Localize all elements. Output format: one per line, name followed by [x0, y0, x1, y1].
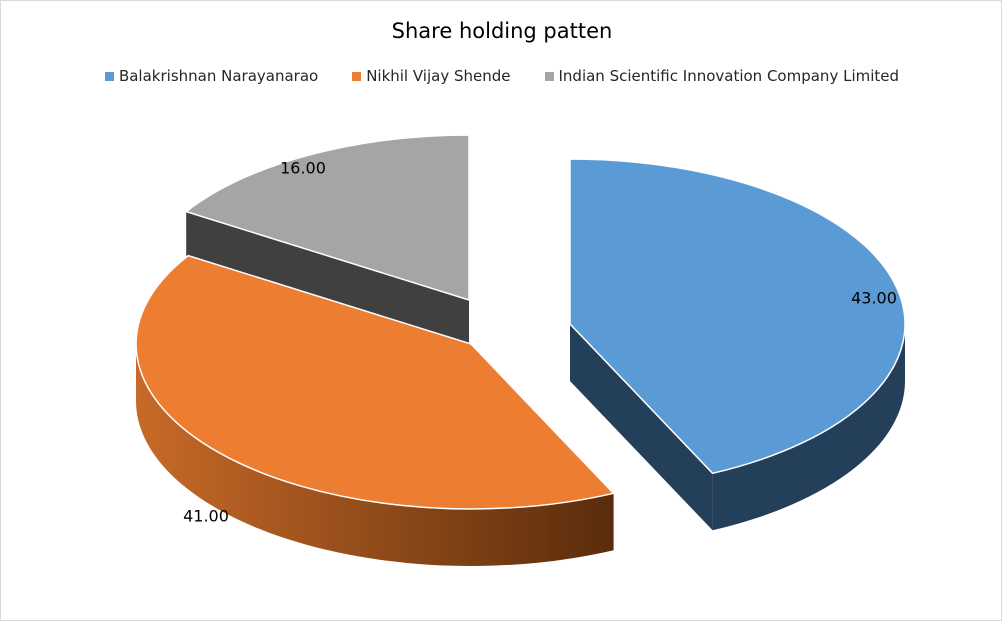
pie-slice-indian-scientific-top [185, 134, 470, 301]
data-label-indian-scientific: 16.00 [280, 159, 326, 178]
pie-slice-nikhil [135, 254, 615, 566]
legend-swatch-indian-scientific [544, 71, 554, 81]
pie-slice-nikhil-side [136, 344, 614, 566]
legend: Balakrishnan Narayanarao Nikhil Vijay Sh… [1, 67, 1002, 85]
data-label-nikhil: 41.00 [183, 507, 229, 526]
legend-swatch-nikhil [352, 71, 362, 81]
legend-item-indian-scientific: Indian Scientific Innovation Company Lim… [544, 67, 900, 85]
legend-label-balakrishnan: Balakrishnan Narayanarao [118, 67, 319, 85]
legend-item-nikhil: Nikhil Vijay Shende [352, 67, 511, 85]
legend-item-balakrishnan: Balakrishnan Narayanarao [104, 67, 319, 85]
pie-slice-balakrishnan [569, 158, 906, 531]
legend-label-nikhil: Nikhil Vijay Shende [366, 67, 511, 85]
legend-label-indian-scientific: Indian Scientific Innovation Company Lim… [558, 67, 900, 85]
chart-title: Share holding patten [391, 19, 613, 43]
pie-slice-balakrishnan-wall [570, 324, 713, 531]
pie-slice-balakrishnan-top [569, 158, 906, 475]
pie-slice-nikhil-top [135, 254, 615, 510]
data-label-balakrishnan: 43.00 [851, 289, 897, 308]
legend-swatch-balakrishnan [104, 71, 114, 81]
pie-slice-balakrishnan-side [712, 324, 905, 531]
